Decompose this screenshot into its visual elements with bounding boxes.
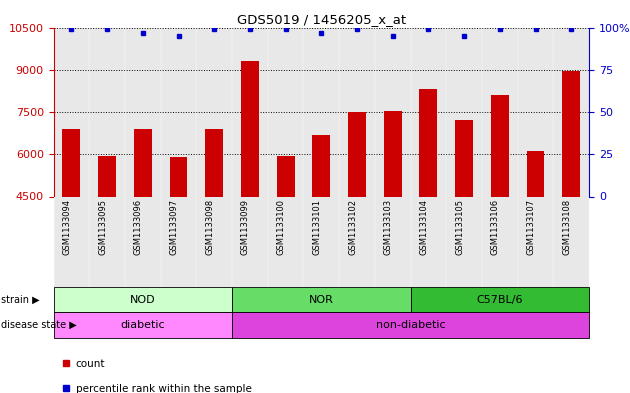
Bar — [411, 196, 446, 287]
Text: GSM1133097: GSM1133097 — [169, 199, 178, 255]
Bar — [161, 196, 197, 287]
Text: GSM1133108: GSM1133108 — [562, 199, 571, 255]
Text: GSM1133094: GSM1133094 — [62, 199, 71, 255]
Bar — [54, 196, 89, 287]
Bar — [563, 71, 580, 196]
Bar — [312, 134, 330, 196]
Bar — [482, 196, 518, 287]
Text: diabetic: diabetic — [120, 320, 165, 330]
Bar — [232, 287, 411, 312]
Text: disease state ▶: disease state ▶ — [1, 320, 77, 330]
Text: GSM1133095: GSM1133095 — [98, 199, 107, 255]
Bar — [553, 196, 589, 287]
Text: GSM1133105: GSM1133105 — [455, 199, 464, 255]
Bar — [446, 196, 482, 287]
Bar — [197, 196, 232, 287]
Text: GSM1133098: GSM1133098 — [205, 199, 214, 255]
Bar — [304, 196, 339, 287]
Bar — [54, 287, 232, 312]
Bar — [125, 196, 161, 287]
Bar — [384, 110, 402, 196]
Bar — [420, 90, 437, 196]
Text: NOR: NOR — [309, 295, 334, 305]
Text: GSM1133106: GSM1133106 — [491, 199, 500, 255]
Text: GSM1133103: GSM1133103 — [384, 199, 392, 255]
Bar — [241, 61, 259, 196]
Bar — [54, 312, 232, 338]
Bar — [98, 156, 116, 196]
Bar — [339, 196, 375, 287]
Bar — [205, 129, 223, 196]
Bar — [232, 312, 589, 338]
Bar — [134, 129, 152, 196]
Text: C57BL/6: C57BL/6 — [476, 295, 523, 305]
Text: GSM1133100: GSM1133100 — [277, 199, 285, 255]
Text: count: count — [76, 358, 105, 369]
Text: NOD: NOD — [130, 295, 156, 305]
Bar — [268, 196, 304, 287]
Title: GDS5019 / 1456205_x_at: GDS5019 / 1456205_x_at — [237, 13, 406, 26]
Bar — [411, 287, 589, 312]
Bar — [348, 112, 366, 196]
Text: GSM1133099: GSM1133099 — [241, 199, 250, 255]
Bar — [455, 120, 473, 196]
Bar — [491, 95, 509, 196]
Bar — [518, 196, 553, 287]
Text: GSM1133096: GSM1133096 — [134, 199, 143, 255]
Bar — [169, 157, 188, 196]
Text: percentile rank within the sample: percentile rank within the sample — [76, 384, 251, 393]
Bar — [527, 151, 544, 196]
Text: GSM1133102: GSM1133102 — [348, 199, 357, 255]
Bar — [277, 156, 295, 196]
Text: strain ▶: strain ▶ — [1, 295, 40, 305]
Bar — [232, 196, 268, 287]
Bar — [62, 129, 81, 196]
Text: GSM1133104: GSM1133104 — [420, 199, 428, 255]
Text: GSM1133107: GSM1133107 — [527, 199, 536, 255]
Bar — [89, 196, 125, 287]
Text: non-diabetic: non-diabetic — [375, 320, 445, 330]
Bar — [375, 196, 411, 287]
Text: GSM1133101: GSM1133101 — [312, 199, 321, 255]
